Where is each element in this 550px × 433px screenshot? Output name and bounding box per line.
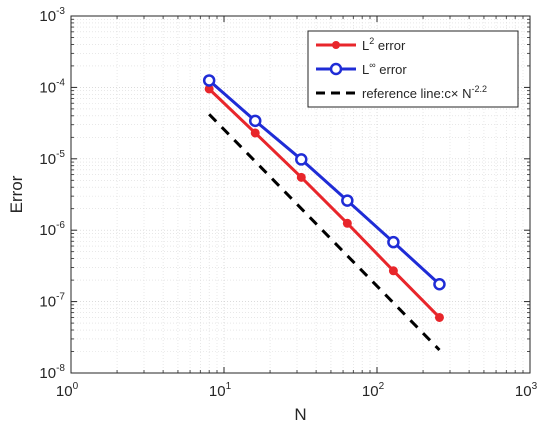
- tick-exponent-text: -4: [56, 77, 65, 88]
- data-point: [295, 153, 308, 166]
- y-tick-label: 10-6: [39, 220, 65, 239]
- series-line: [208, 87, 441, 319]
- legend-label-rest: error: [376, 62, 408, 77]
- legend-label-main: reference line:c× N: [362, 86, 471, 101]
- tick-base-text: 10: [515, 383, 532, 400]
- data-point: [342, 218, 352, 228]
- tick-exponent-text: 2: [379, 381, 385, 392]
- legend-label: L∞ error: [362, 60, 407, 77]
- y-tick-labels: 10-810-710-610-510-410-3: [39, 6, 65, 382]
- x-tick-label: 102: [362, 381, 385, 400]
- tick-base-text: 10: [39, 151, 56, 168]
- y-tick-label: 10-7: [39, 292, 65, 311]
- y-tick-label: 10-3: [39, 6, 65, 25]
- data-point: [434, 312, 444, 322]
- tick-exponent-text: 3: [532, 381, 538, 392]
- legend-marker: [332, 41, 340, 49]
- x-tick-label: 100: [56, 381, 79, 400]
- y-tick-label: 10-8: [39, 363, 65, 382]
- data-point: [388, 266, 398, 276]
- data-point: [248, 114, 262, 128]
- tick-exponent-text: -5: [56, 149, 65, 160]
- minor-grid: [71, 16, 530, 373]
- x-tick-labels: 100 101 102 103: [56, 381, 538, 400]
- y-tick-label: 10-5: [39, 149, 65, 168]
- data-point: [387, 235, 400, 249]
- tick-exponent-text: -8: [56, 363, 65, 374]
- legend-label: reference line:c× N-2.2: [362, 84, 487, 101]
- y-tick-label: 10-4: [39, 77, 65, 96]
- tick-exponent-text: 1: [226, 381, 232, 392]
- tick-base-text: 10: [209, 383, 226, 400]
- tick-exponent-text: -3: [56, 6, 65, 17]
- legend-label-main: L: [362, 62, 369, 77]
- plot-frame: [70, 15, 531, 374]
- series-line: [208, 113, 441, 352]
- series-line: [208, 79, 441, 286]
- legend-label-rest: error: [374, 38, 406, 53]
- legend-marker: [329, 62, 343, 76]
- tick-exponent-text: -7: [56, 292, 65, 303]
- tick-base-text: 10: [39, 8, 56, 25]
- tick-base-text: 10: [39, 222, 56, 239]
- data-point: [433, 277, 446, 291]
- x-axis-label: N: [294, 405, 306, 424]
- tick-base-text: 10: [39, 365, 56, 382]
- y-axis-label: Error: [7, 175, 26, 213]
- data-point: [296, 172, 306, 182]
- series-layer: [202, 74, 446, 352]
- data-point: [202, 74, 216, 87]
- axis-ticks: [70, 15, 531, 374]
- tick-base-text: 10: [39, 79, 56, 96]
- x-tick-label: 101: [209, 381, 232, 400]
- legend-label-superscript: 2: [369, 36, 374, 46]
- legend-label-superscript: -2.2: [471, 84, 487, 94]
- legend-label-main: L: [362, 38, 369, 53]
- tick-exponent-text: -6: [56, 220, 65, 231]
- data-point: [341, 194, 354, 207]
- legend-label: L2 error: [362, 36, 406, 53]
- tick-base-text: 10: [39, 294, 56, 311]
- data-point: [250, 128, 260, 138]
- legend-label-superscript: ∞: [369, 60, 375, 70]
- tick-base-text: 10: [362, 383, 379, 400]
- tick-exponent-text: 0: [73, 381, 79, 392]
- x-tick-label: 103: [515, 381, 538, 400]
- tick-base-text: 10: [56, 383, 73, 400]
